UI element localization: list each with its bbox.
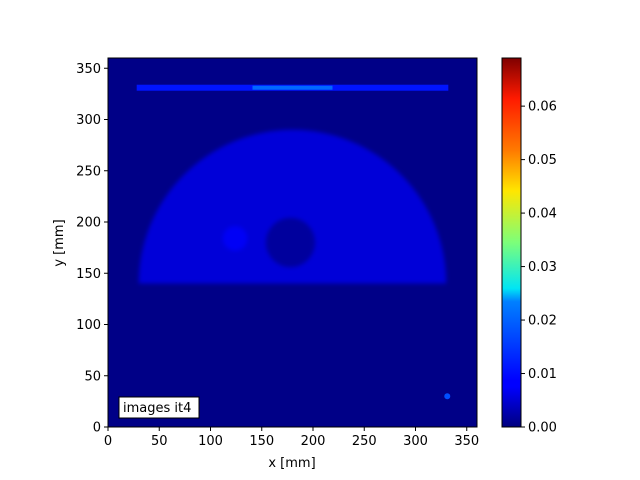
y-tick-label: 0 (93, 421, 101, 436)
heatmap-line-peak (252, 85, 333, 90)
colorbar-tick-label: 0.03 (528, 260, 557, 275)
colorbar-tick-label: 0.04 (528, 207, 557, 222)
colorbar-tick-label: 0.02 (528, 314, 557, 329)
plot-frame (107, 57, 478, 428)
y-tick-label: 300 (76, 113, 101, 128)
colorbar-tick-label: 0.01 (528, 367, 557, 382)
x-axis-ticks: 0 50 100 150 200 250 300 350 (104, 427, 479, 449)
heatmap-cold-spot (265, 217, 316, 268)
x-tick-label: 50 (151, 434, 168, 449)
y-tick-label: 200 (76, 216, 101, 231)
y-tick-label: 150 (76, 267, 101, 282)
x-tick-label: 150 (249, 434, 274, 449)
x-tick-label: 250 (352, 434, 377, 449)
heatmap-hot-spot (222, 226, 248, 251)
colorbar-ticks: 0.00 0.01 0.02 0.03 0.04 0.05 0.06 (521, 100, 557, 436)
colorbar-tick-label: 0.05 (528, 153, 557, 168)
x-tick-label: 0 (104, 434, 112, 449)
y-axis-ticks: 0 50 100 150 200 250 300 350 (76, 62, 108, 436)
heatmap-point (444, 393, 451, 400)
colorbar-tick-label: 0.06 (528, 100, 557, 115)
heatmap-image (108, 58, 477, 427)
x-axis-label: x [mm] (268, 456, 315, 471)
x-tick-label: 100 (198, 434, 223, 449)
y-axis-label: y [mm] (52, 219, 67, 266)
y-tick-label: 50 (84, 369, 101, 384)
x-tick-label: 350 (454, 434, 479, 449)
annotation-box: images it4 (118, 396, 200, 419)
colorbar-tick-label: 0.00 (528, 421, 557, 436)
y-tick-label: 100 (76, 318, 101, 333)
colorbar (501, 57, 522, 428)
x-tick-label: 300 (403, 434, 428, 449)
y-tick-label: 250 (76, 164, 101, 179)
y-tick-label: 350 (76, 62, 101, 77)
x-tick-label: 200 (301, 434, 326, 449)
annotation-label: images it4 (123, 401, 191, 416)
heatmap-half-disk (138, 129, 447, 284)
